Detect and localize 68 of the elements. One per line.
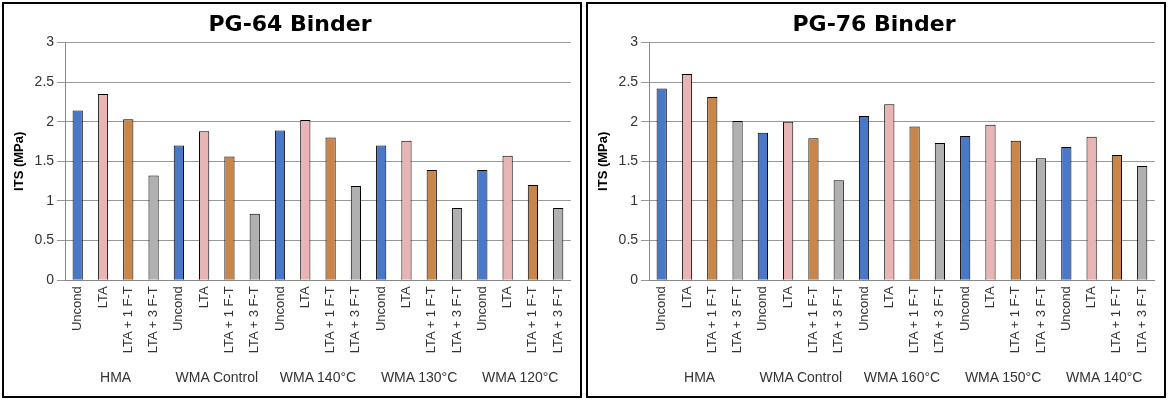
y-tick-label: 0.5 <box>34 231 55 248</box>
x-tick-label: LTA + 3 F-T <box>347 286 363 354</box>
y-axis-title: ITS (MPa) <box>595 131 611 191</box>
y-tick-label: 1.5 <box>618 152 639 169</box>
x-tick-label: LTA + 1 F-T <box>322 286 338 354</box>
x-tick-label: LTA + 1 F-T <box>703 286 719 354</box>
x-tick-label: LTA + 3 F-T <box>246 286 262 354</box>
x-tick-label: LTA + 1 F-T <box>221 286 237 354</box>
y-tick-label: 3 <box>630 33 639 50</box>
x-tick-label: LTA + 3 F-T <box>1133 286 1149 354</box>
text: HMA <box>100 368 132 385</box>
text: WMA 130°C <box>380 368 458 385</box>
x-tick-label: LTA + 3 F-T <box>448 286 464 354</box>
y-tick-label: 0 <box>630 271 639 288</box>
x-tick-label: LTA + 1 F-T <box>524 286 540 354</box>
x-tick-label: LTA <box>94 285 110 309</box>
x-tick-label: LTA + 1 F-T <box>119 286 135 354</box>
x-tick-label: LTA + 1 F-T <box>906 286 922 354</box>
x-tick-label: Uncond <box>372 286 388 332</box>
y-tick-label: 0 <box>46 271 55 288</box>
text: WMA Control <box>759 368 843 385</box>
y-tick-label: 2.5 <box>34 72 55 89</box>
text: WMA 160°C <box>863 368 941 385</box>
x-tick-label: LTA <box>982 285 998 309</box>
x-tick-label: Uncond <box>271 286 287 332</box>
x-tick-label: LTA + 3 F-T <box>729 286 745 354</box>
x-tick-label: LTA + 3 F-T <box>931 286 947 354</box>
x-tick-label: LTA + 3 F-T <box>549 286 565 354</box>
x-tick-label: LTA + 3 F-T <box>145 286 161 354</box>
text: WMA 150°C <box>964 368 1042 385</box>
x-tick-label: LTA + 3 F-T <box>830 286 846 354</box>
y-tick-label: 3 <box>46 33 55 50</box>
text: WMA Control <box>175 368 259 385</box>
x-tick-label: LTA <box>779 285 795 309</box>
x-tick-label: Uncond <box>855 286 871 332</box>
x-tick-label: Uncond <box>170 286 186 332</box>
x-tick-label: LTA + 1 F-T <box>805 286 821 354</box>
text: HMA <box>684 368 716 385</box>
x-tick-label: LTA <box>398 285 414 309</box>
x-tick-label: Uncond <box>69 286 85 332</box>
x-tick-label: LTA <box>880 285 896 309</box>
x-tick-label: LTA + 1 F-T <box>1108 286 1124 354</box>
chart-title: PG-76 Binder <box>792 10 956 36</box>
text: WMA 120°C <box>482 368 559 385</box>
y-tick-label: 1 <box>46 191 55 208</box>
y-tick-label: 2 <box>46 112 55 129</box>
chart-title: PG-64 Binder <box>208 10 372 36</box>
x-tick-label: Uncond <box>1057 286 1073 332</box>
x-tick-label: Uncond <box>473 286 489 332</box>
y-tick-label: 2 <box>630 112 639 129</box>
y-tick-label: 1.5 <box>34 152 55 169</box>
y-tick-label: 1 <box>630 191 639 208</box>
x-tick-label: Uncond <box>754 286 770 332</box>
y-tick-label: 2.5 <box>618 72 639 89</box>
text: WMA 140°C <box>1066 368 1143 385</box>
x-tick-label: LTA <box>1083 285 1099 309</box>
x-tick-label: LTA <box>678 285 694 309</box>
x-tick-label: LTA + 3 F-T <box>1032 286 1048 354</box>
x-tick-label: LTA <box>195 285 211 309</box>
x-tick-label: Uncond <box>956 286 972 332</box>
x-tick-label: LTA <box>296 285 312 309</box>
x-tick-label: LTA <box>499 285 515 309</box>
x-tick-label: Uncond <box>653 286 669 332</box>
y-tick-label: 0.5 <box>618 231 639 248</box>
x-tick-label: LTA + 1 F-T <box>423 286 439 354</box>
text: WMA 140°C <box>279 368 357 385</box>
x-tick-label: LTA + 1 F-T <box>1007 286 1023 354</box>
y-axis-title: ITS (MPa) <box>11 131 27 191</box>
